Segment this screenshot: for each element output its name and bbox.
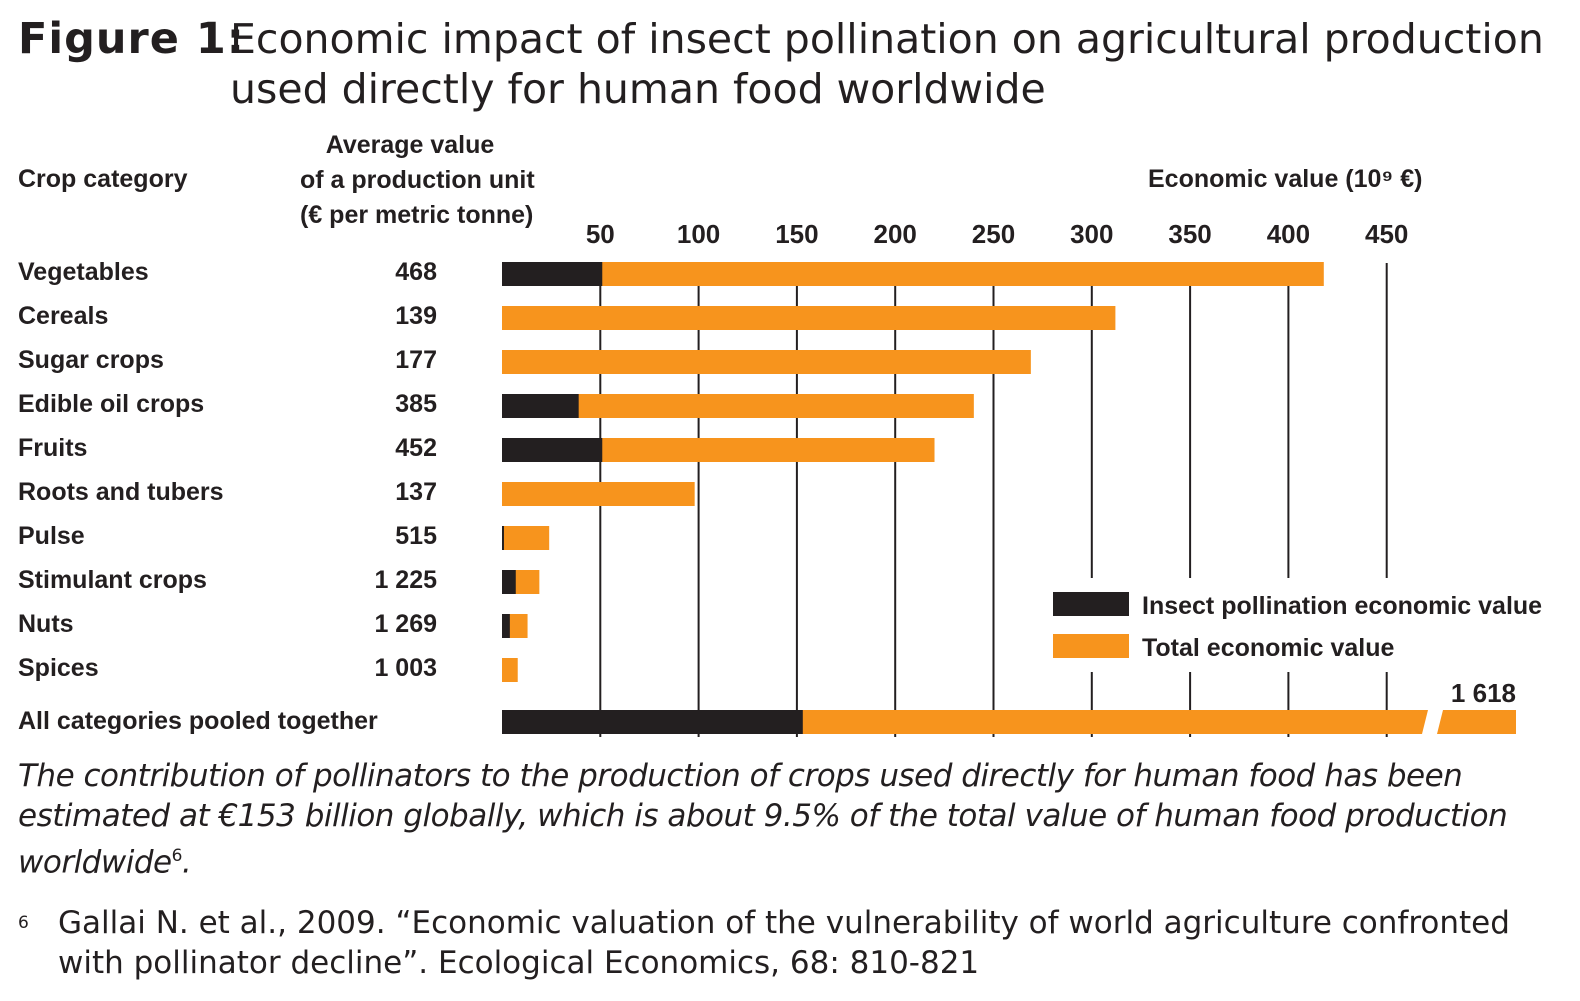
insect-value-bar-6: [502, 526, 504, 550]
category-label-0: Vegetables: [18, 258, 149, 286]
average-value-header: Average value of a production unit (€ pe…: [300, 128, 535, 233]
x-tick-label-400: 400: [1267, 219, 1310, 249]
avg-value-4: 452: [395, 434, 437, 462]
category-label-6: Pulse: [18, 522, 85, 550]
pooled-category-label: All categories pooled together: [18, 707, 378, 735]
legend-label-total: Total economic value: [1142, 634, 1394, 662]
total-value-bar-6: [502, 526, 550, 550]
x-tick-label-450: 450: [1365, 219, 1408, 249]
avg-value-8: 1 269: [374, 610, 437, 638]
x-tick-label-350: 350: [1168, 219, 1211, 249]
footnote-mark: 6: [18, 913, 29, 933]
legend-swatch-insect: [1053, 592, 1129, 616]
category-label-3: Edible oil crops: [18, 390, 204, 418]
x-tick-label-200: 200: [874, 219, 917, 249]
category-label-5: Roots and tubers: [18, 478, 224, 506]
avg-value-2: 177: [395, 346, 437, 374]
pooled-total-bar-end: [1437, 710, 1516, 734]
total-value-bar-3: [502, 394, 974, 418]
bar-chart: 50 100 150 200 250 300 350 400 450 Vegetables 468 C…: [18, 219, 1542, 737]
economic-value-axis-title: Economic value (10⁹ €): [1148, 165, 1423, 193]
insect-value-bar-0: [502, 262, 603, 286]
pooled-total-value-label: 1 618: [1451, 678, 1516, 708]
avg-value-6: 515: [395, 522, 437, 550]
avg-value-5: 137: [395, 478, 437, 506]
avg-value-9: 1 003: [374, 654, 437, 682]
caption-reference: 6: [171, 846, 183, 866]
crop-category-header: Crop category: [18, 165, 188, 193]
category-label-2: Sugar crops: [18, 346, 164, 374]
insect-value-bar-3: [502, 394, 579, 418]
x-tick-label-150: 150: [775, 219, 818, 249]
caption-text: The contribution of pollinators to the p…: [18, 758, 1508, 881]
insect-value-bar-7: [502, 570, 516, 594]
legend-label-insect: Insect pollination economic value: [1142, 592, 1542, 620]
figure-caption: The contribution of pollinators to the p…: [18, 756, 1558, 882]
total-value-bar-2: [502, 350, 1031, 374]
x-tick-label-300: 300: [1070, 219, 1113, 249]
x-tick-label-100: 100: [677, 219, 720, 249]
avg-value-1: 139: [395, 302, 437, 330]
x-tick-label-250: 250: [972, 219, 1015, 249]
average-value-header-line3: (€ per metric tonne): [300, 201, 534, 229]
insect-value-bar-4: [502, 438, 603, 462]
total-value-bar-9: [502, 658, 518, 682]
category-label-1: Cereals: [18, 302, 108, 330]
total-value-bar-1: [502, 306, 1116, 330]
caption-end: .: [181, 844, 192, 881]
figure-title: Economic impact of insect pollination on…: [230, 15, 1544, 113]
category-label-8: Nuts: [18, 610, 74, 638]
x-tick-label-50: 50: [586, 219, 615, 249]
average-value-header-line2: of a production unit: [300, 166, 535, 194]
avg-value-3: 385: [395, 390, 437, 418]
figure-label: Figure 1:: [18, 14, 245, 64]
category-label-7: Stimulant crops: [18, 566, 207, 594]
average-value-header-line1: Average value: [325, 131, 495, 159]
legend-swatch-total: [1053, 634, 1129, 658]
insect-value-bar-8: [502, 614, 510, 638]
category-label-9: Spices: [18, 654, 99, 682]
total-value-bar-0: [502, 262, 1324, 286]
footnote-text: Gallai N. et al., 2009. “Economic valuat…: [58, 905, 1510, 981]
total-value-bar-5: [502, 482, 695, 506]
avg-value-0: 468: [395, 258, 437, 286]
category-label-4: Fruits: [18, 434, 87, 462]
pooled-insect-bar: [502, 710, 803, 734]
avg-value-7: 1 225: [374, 566, 437, 594]
